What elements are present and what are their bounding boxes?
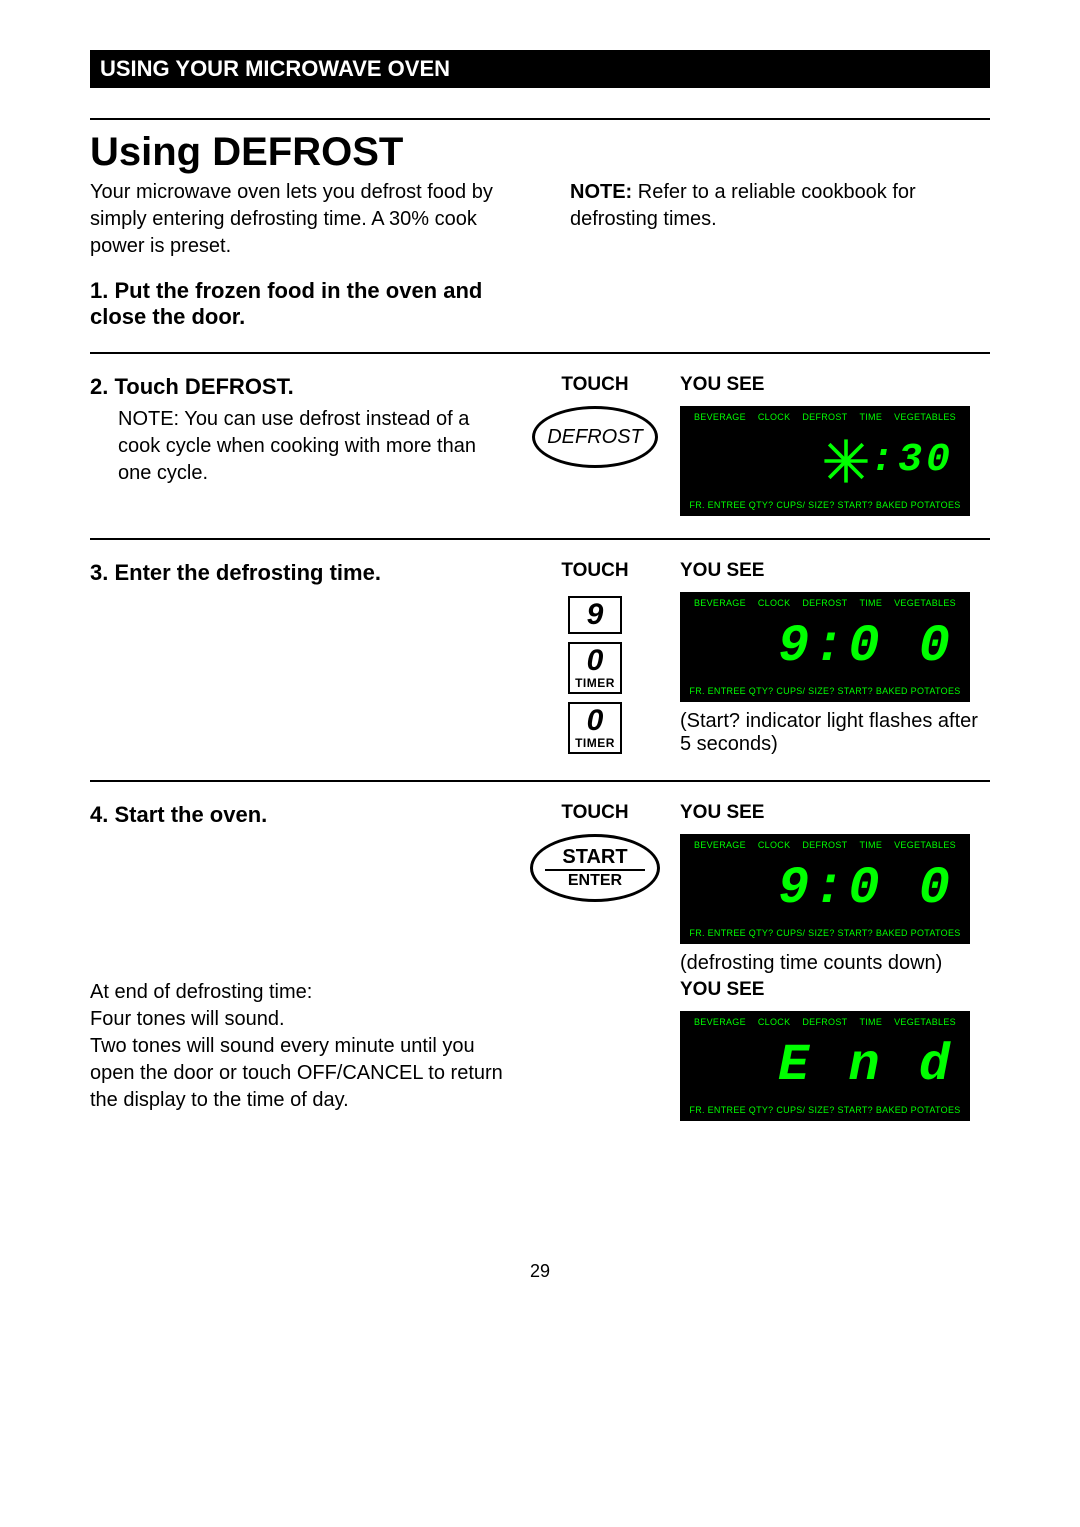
divider [90, 118, 990, 120]
defrost-button: DEFROST [532, 406, 658, 468]
display-digits: E n d [778, 1040, 954, 1092]
display-digits: 9:0 0 [778, 863, 954, 915]
note-bold: NOTE: [570, 181, 632, 203]
snowflake-icon [822, 437, 870, 485]
panel-bottom-labels: FR. ENTREE QTY? CUPS/ SIZE? START? BAKED… [688, 500, 962, 510]
step2-heading: 2. Touch DEFROST. [90, 374, 510, 400]
panel-top-labels: BEVERAGE CLOCK DEFROST TIME VEGETABLES [688, 412, 962, 422]
display-digits: 9:0 0 [778, 621, 954, 673]
panel-top-labels: BEVERAGE CLOCK DEFROST TIME VEGETABLES [688, 1017, 962, 1027]
yousee-heading: YOU SEE [680, 374, 990, 396]
display-digits: :30 [870, 441, 954, 481]
step4-caption1: (defrosting time counts down) [680, 952, 990, 975]
divider [90, 780, 990, 782]
page-number: 29 [90, 1261, 990, 1282]
panel-bottom-labels: FR. ENTREE QTY? CUPS/ SIZE? START? BAKED… [688, 1105, 962, 1115]
panel-bottom-labels: FR. ENTREE QTY? CUPS/ SIZE? START? BAKED… [688, 928, 962, 938]
keypad-0: 0 TIMER [568, 702, 622, 754]
divider [90, 352, 990, 354]
display-panel: BEVERAGE CLOCK DEFROST TIME VEGETABLES 9… [680, 592, 970, 702]
step3-heading: 3. Enter the defrosting time. [90, 560, 510, 586]
touch-heading: TOUCH [510, 560, 680, 582]
step2-note: NOTE: You can use defrost instead of a c… [90, 406, 510, 487]
yousee-heading: YOU SEE [680, 802, 990, 824]
touch-heading: TOUCH [510, 374, 680, 396]
step1-heading: 1. Put the frozen food in the oven and c… [90, 278, 510, 330]
step4-endtext: At end of defrosting time: Four tones wi… [90, 979, 510, 1121]
page-title: Using DEFROST [90, 130, 990, 175]
yousee-heading: YOU SEE [680, 979, 990, 1001]
step4-heading: 4. Start the oven. [90, 802, 510, 828]
display-panel: BEVERAGE CLOCK DEFROST TIME VEGETABLES E… [680, 1011, 970, 1121]
display-panel: BEVERAGE CLOCK DEFROST TIME VEGETABLES 9… [680, 834, 970, 944]
intro-right: NOTE: Refer to a reliable cookbook for d… [570, 179, 990, 260]
intro-left: Your microwave oven lets you defrost foo… [90, 179, 510, 260]
touch-heading: TOUCH [510, 802, 680, 824]
start-button: START ENTER [530, 834, 660, 902]
panel-bottom-labels: FR. ENTREE QTY? CUPS/ SIZE? START? BAKED… [688, 686, 962, 696]
keypad-0: 0 TIMER [568, 642, 622, 694]
step3-caption: (Start? indicator light flashes after 5 … [680, 710, 990, 756]
panel-top-labels: BEVERAGE CLOCK DEFROST TIME VEGETABLES [688, 840, 962, 850]
section-bar: USING YOUR MICROWAVE OVEN [90, 50, 990, 88]
keypad-9: 9 [568, 596, 622, 634]
display-panel: BEVERAGE CLOCK DEFROST TIME VEGETABLES [680, 406, 970, 516]
panel-top-labels: BEVERAGE CLOCK DEFROST TIME VEGETABLES [688, 598, 962, 608]
divider [90, 538, 990, 540]
yousee-heading: YOU SEE [680, 560, 990, 582]
